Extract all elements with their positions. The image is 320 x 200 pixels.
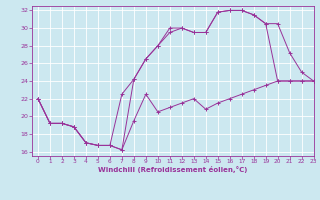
X-axis label: Windchill (Refroidissement éolien,°C): Windchill (Refroidissement éolien,°C) <box>98 166 247 173</box>
